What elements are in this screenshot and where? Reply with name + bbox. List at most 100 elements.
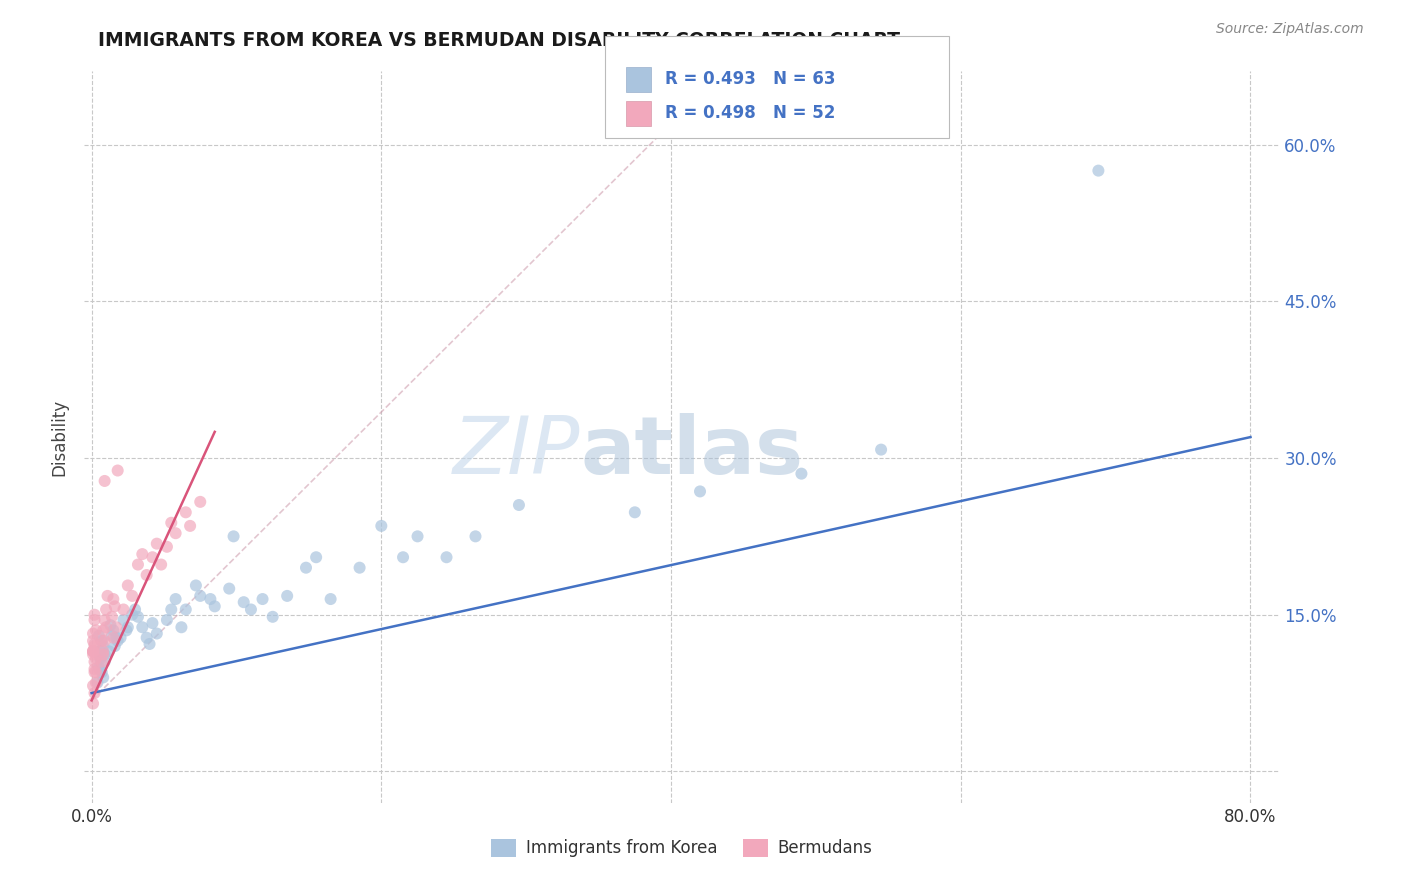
Point — [252, 592, 274, 607]
Point — [84, 651, 107, 665]
Point — [870, 442, 893, 457]
Point — [83, 639, 105, 653]
Point — [100, 618, 122, 632]
Point — [87, 629, 110, 643]
Point — [117, 578, 139, 592]
Point — [370, 519, 392, 533]
Text: ZIP: ZIP — [453, 413, 581, 491]
Point — [131, 620, 153, 634]
Point — [1087, 163, 1109, 178]
Point — [117, 620, 139, 634]
Point — [146, 536, 169, 550]
Point — [82, 644, 104, 658]
Point — [105, 631, 128, 645]
Point — [93, 474, 115, 488]
Point — [90, 655, 112, 669]
Point — [101, 629, 124, 643]
Point — [90, 633, 112, 648]
Point — [141, 550, 163, 565]
Point — [150, 558, 173, 572]
Point — [112, 602, 135, 616]
Point — [83, 662, 105, 676]
Point — [83, 607, 105, 622]
Point — [508, 498, 530, 512]
Point — [276, 589, 298, 603]
Point — [86, 675, 108, 690]
Point — [107, 463, 129, 477]
Point — [127, 558, 149, 572]
Text: IMMIGRANTS FROM KOREA VS BERMUDAN DISABILITY CORRELATION CHART: IMMIGRANTS FROM KOREA VS BERMUDAN DISABI… — [98, 31, 900, 50]
Point — [82, 679, 104, 693]
Point — [349, 560, 371, 574]
Point — [392, 550, 415, 565]
Point — [179, 519, 201, 533]
Point — [82, 697, 104, 711]
Point — [127, 609, 149, 624]
Point — [170, 620, 193, 634]
Point — [94, 602, 117, 616]
Point — [222, 529, 245, 543]
Point — [104, 599, 127, 614]
Point — [319, 592, 342, 607]
Point — [160, 602, 183, 616]
Y-axis label: Disability: Disability — [51, 399, 69, 475]
Point — [93, 613, 115, 627]
Point — [83, 637, 105, 651]
Point — [89, 644, 111, 658]
Point — [124, 602, 146, 616]
Point — [165, 526, 187, 541]
Text: atlas: atlas — [581, 413, 803, 491]
Text: Source: ZipAtlas.com: Source: ZipAtlas.com — [1216, 22, 1364, 37]
Point — [94, 620, 117, 634]
Point — [121, 607, 143, 622]
Point — [93, 655, 115, 669]
Point — [82, 648, 104, 662]
Point — [91, 670, 114, 684]
Point — [90, 633, 112, 648]
Point — [96, 589, 118, 603]
Point — [232, 595, 254, 609]
Point — [107, 633, 129, 648]
Point — [156, 540, 179, 554]
Point — [83, 665, 105, 680]
Point — [204, 599, 226, 614]
Point — [200, 592, 222, 607]
Point — [121, 589, 143, 603]
Point — [90, 665, 112, 680]
Point — [174, 602, 197, 616]
Point — [689, 484, 711, 499]
Text: R = 0.493   N = 63: R = 0.493 N = 63 — [665, 70, 835, 88]
Point — [83, 613, 105, 627]
Point — [115, 624, 138, 638]
Point — [305, 550, 328, 565]
Point — [84, 665, 107, 680]
Point — [188, 589, 211, 603]
Point — [91, 648, 114, 662]
Point — [91, 639, 114, 653]
Point — [790, 467, 813, 481]
Point — [101, 609, 124, 624]
Point — [93, 648, 115, 662]
Point — [239, 602, 262, 616]
Point — [89, 651, 111, 665]
Point — [87, 660, 110, 674]
Point — [184, 578, 207, 592]
Point — [103, 624, 125, 638]
Point — [165, 592, 187, 607]
Point — [295, 560, 318, 574]
Point — [436, 550, 458, 565]
Point — [83, 686, 105, 700]
Point — [131, 547, 153, 561]
Point — [218, 582, 240, 596]
Point — [135, 631, 157, 645]
Point — [82, 626, 104, 640]
Point — [141, 616, 163, 631]
Point — [464, 529, 486, 543]
Point — [105, 620, 128, 634]
Point — [89, 649, 111, 664]
Point — [624, 505, 647, 519]
Point — [91, 624, 114, 638]
Point — [156, 613, 179, 627]
Point — [110, 631, 132, 645]
Point — [84, 675, 107, 690]
